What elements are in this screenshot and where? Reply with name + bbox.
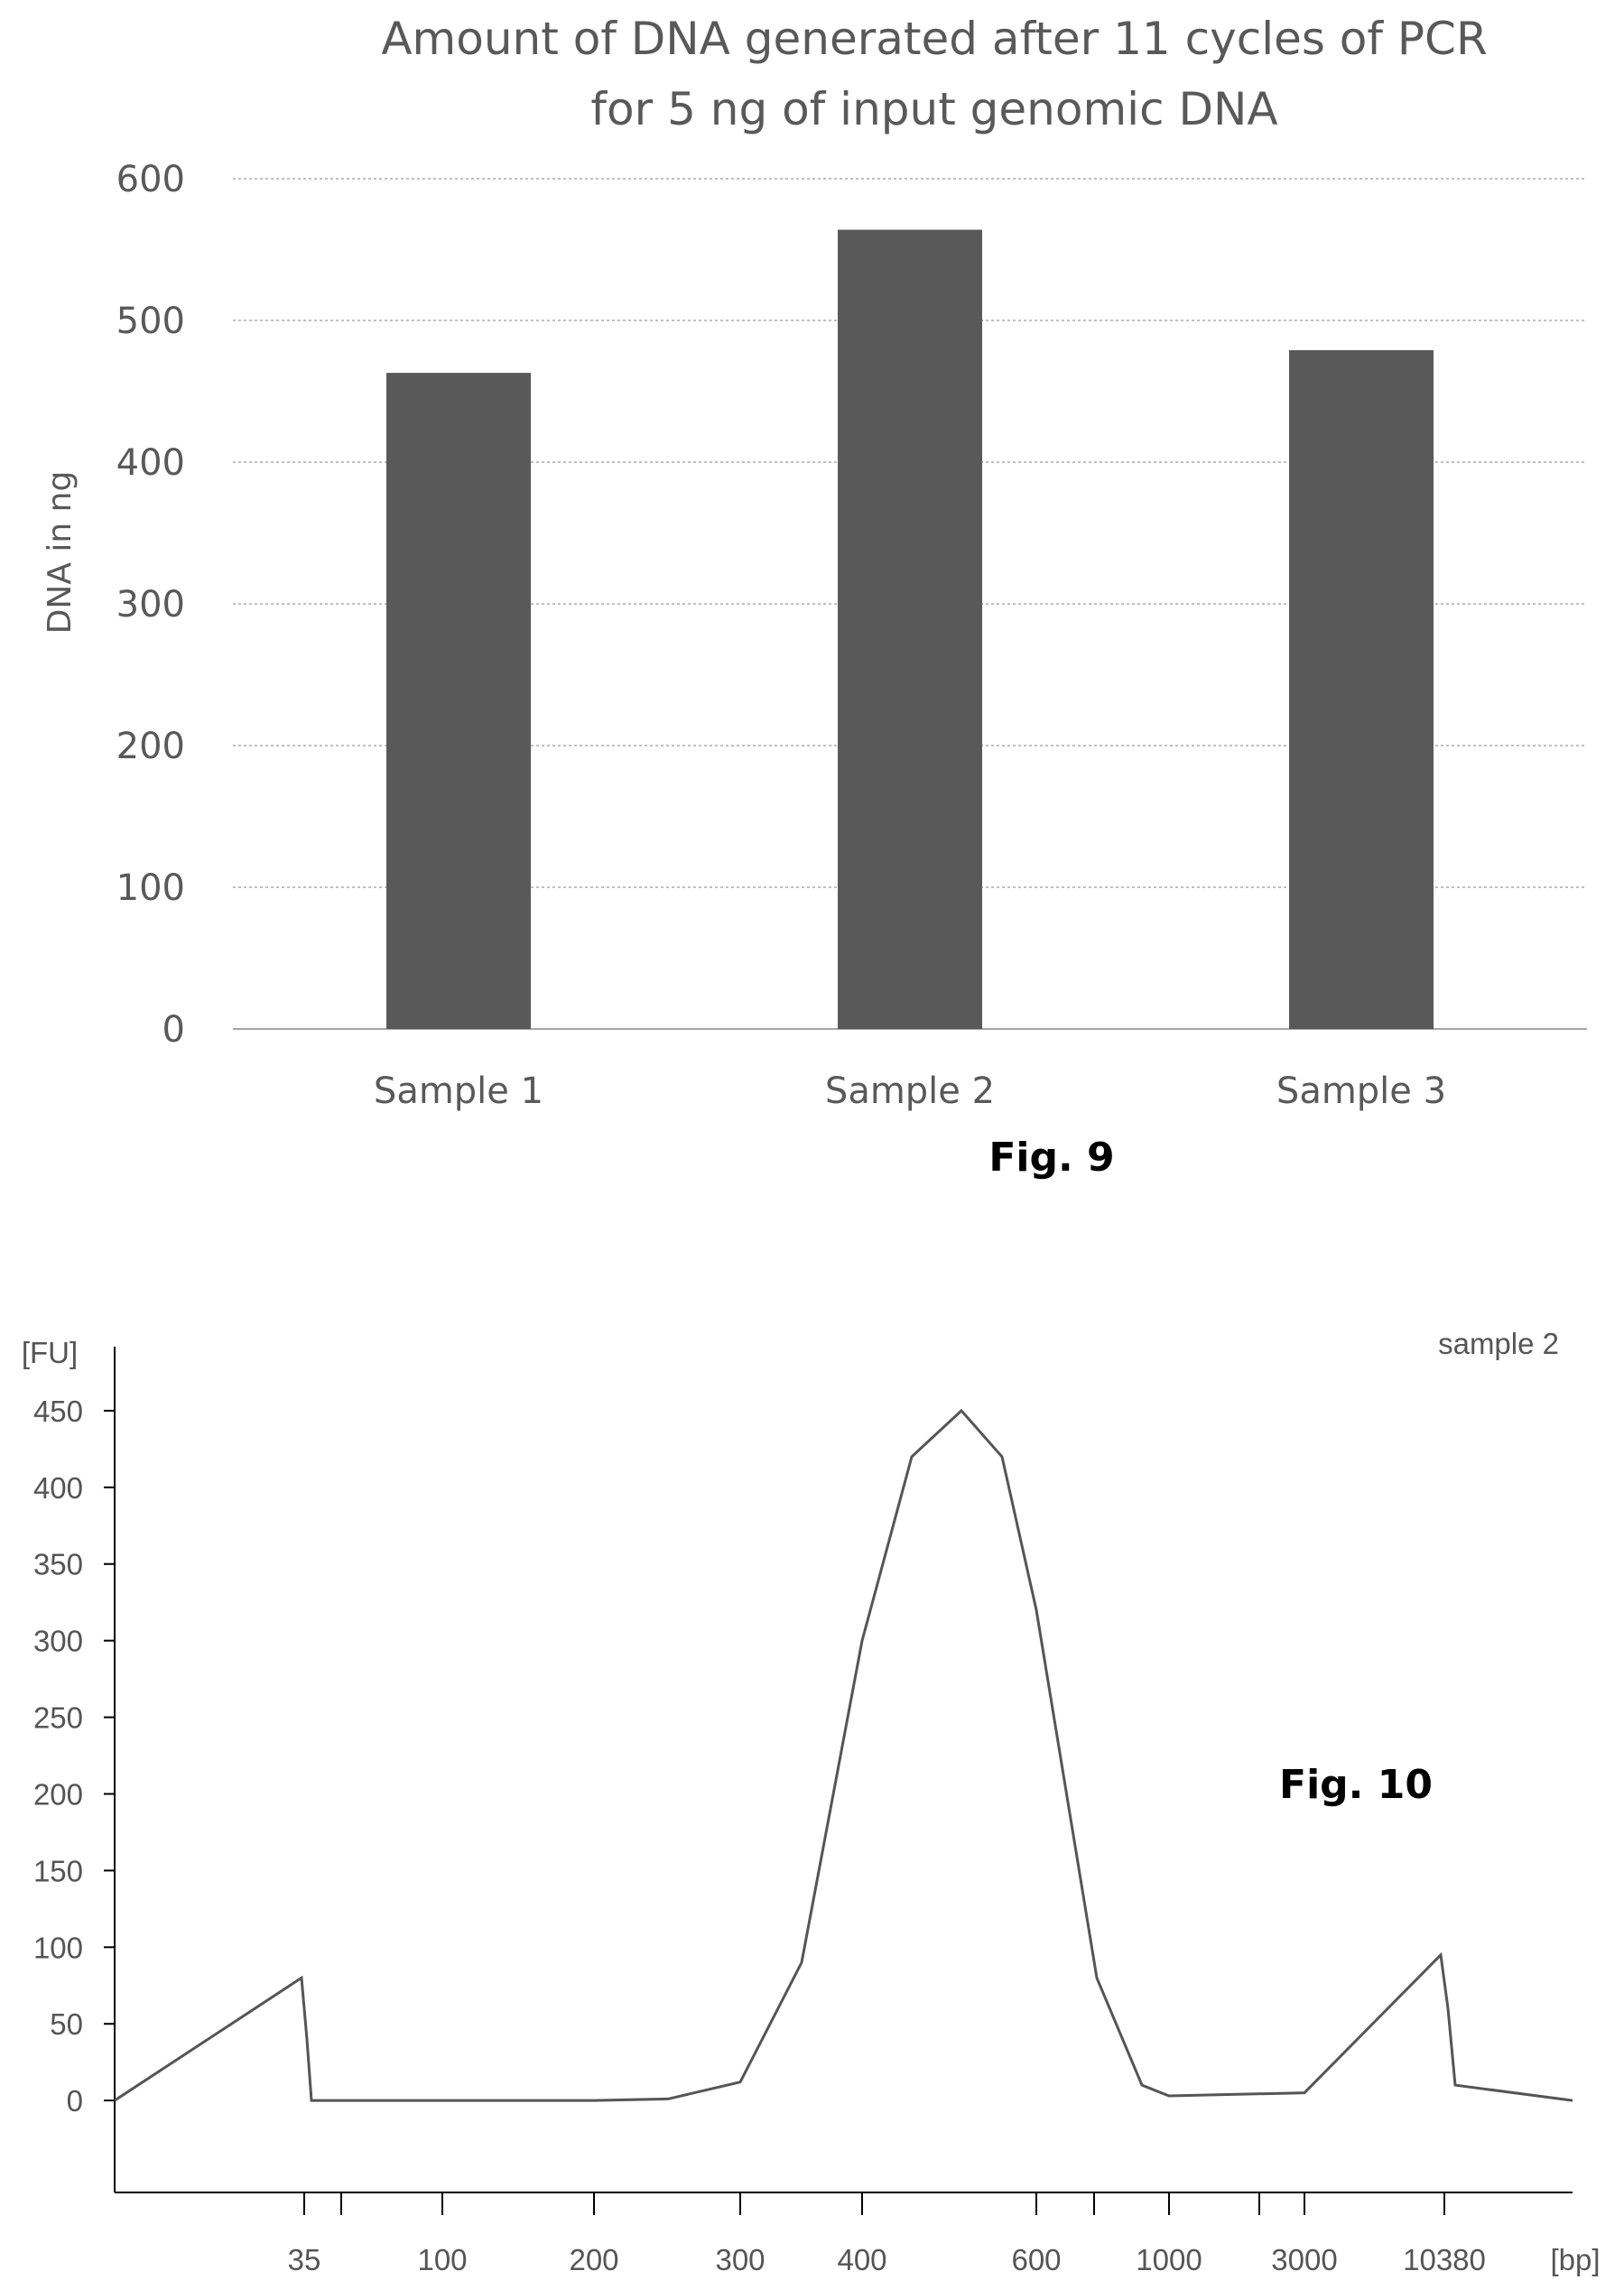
x-tick-label: 3000 [1271, 2243, 1337, 2276]
bar-chart-category-labels: Sample 1 Sample 2 Sample 3 [374, 1070, 1446, 1112]
y-tick-label: 450 [33, 1395, 83, 1428]
y-tick-label: 400 [33, 1471, 83, 1505]
electropherogram-y-axis-label: [FU] [22, 1336, 78, 1369]
x-tick-label: 400 [837, 2243, 886, 2276]
x-tick-label: 300 [715, 2243, 765, 2276]
y-tick-label: 400 [116, 442, 185, 484]
bar-chart-y-axis-label: DNA in ng [42, 471, 79, 635]
y-tick-label: 250 [33, 1701, 83, 1735]
x-tick-label: 100 [417, 2243, 467, 2276]
y-tick-label: 300 [33, 1625, 83, 1658]
electropherogram-x-axis-label: [bp] [1550, 2243, 1600, 2276]
y-tick-label: 150 [33, 1854, 83, 1887]
x-tick-label: 35 [288, 2243, 321, 2276]
bar-chart-figure: Amount of DNA generated after 11 cycles … [42, 13, 1587, 1181]
y-tick-label: 0 [67, 2084, 83, 2118]
x-tick-label: 600 [1011, 2243, 1061, 2276]
y-tick-label: 100 [116, 867, 185, 909]
y-tick-label: 50 [50, 2007, 83, 2041]
y-tick-label: 200 [116, 726, 185, 767]
x-tick-label: 1000 [1136, 2243, 1202, 2276]
x-tick-label: 10380 [1403, 2243, 1486, 2276]
y-tick-label: 300 [116, 584, 185, 626]
electropherogram-sample-label: sample 2 [1438, 1327, 1559, 1360]
electropherogram-trace [114, 1408, 1573, 2102]
category-label: Sample 2 [825, 1070, 995, 1112]
electropherogram-figure-label: Fig. 10 [1279, 1762, 1433, 1808]
bar-chart-bars [386, 229, 1434, 1030]
category-label: Sample 3 [1276, 1070, 1446, 1112]
y-tick-label: 100 [33, 1931, 83, 1964]
y-tick-label: 350 [33, 1548, 83, 1581]
bar-chart-title-line-1: Amount of DNA generated after 11 cycles … [381, 13, 1487, 65]
electropherogram-figure: [FU] sample 2 Fig. 10 0 50 100 150 200 250 300… [22, 1327, 1601, 2276]
electropherogram-x-ticks: 35 100 200 300 400 600 1000 3000 10380 [288, 2192, 1486, 2276]
bar [1289, 349, 1434, 1030]
category-label: Sample 1 [374, 1070, 543, 1112]
electropherogram-y-ticks: 0 50 100 150 200 250 300 350 400 450 [33, 1395, 115, 2118]
bar-chart-y-tick-labels: 0 100 200 300 400 500 600 [116, 159, 185, 1051]
y-tick-label: 500 [116, 301, 185, 342]
bar [838, 229, 982, 1029]
y-tick-label: 0 [162, 1009, 185, 1051]
y-tick-label: 600 [116, 159, 185, 200]
x-tick-label: 200 [569, 2243, 618, 2276]
y-tick-label: 200 [33, 1777, 83, 1811]
bar-chart-figure-label: Fig. 9 [988, 1135, 1114, 1181]
bar [386, 373, 531, 1030]
bar-chart-title-line-2: for 5 ng of input genomic DNA [590, 83, 1277, 135]
